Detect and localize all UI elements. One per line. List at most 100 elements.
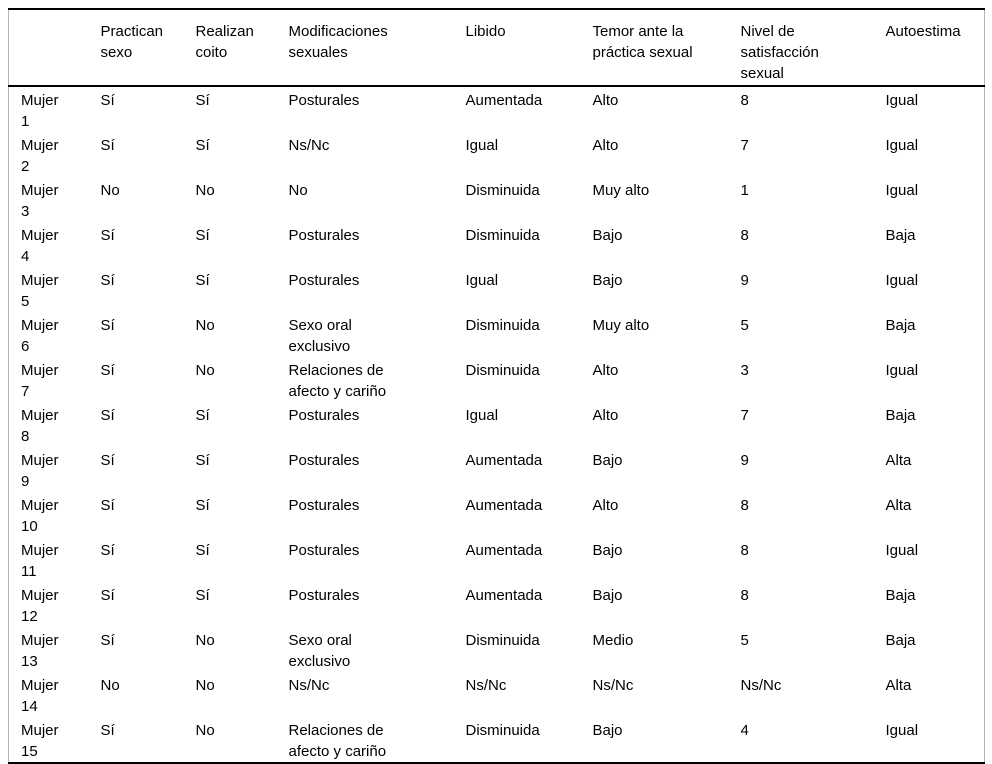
table-cell: Disminuida	[465, 722, 540, 739]
table-row: Mujer 3 No No No Disminuida Muy alto 1 Igual	[9, 177, 985, 222]
table-cell: Sí	[195, 92, 210, 109]
table-row: Mujer 10 Sí Sí Posturales Aumentada Alto 8 Alta	[9, 492, 985, 537]
table-cell: Sí	[100, 587, 115, 604]
table-cell: Aumentada	[465, 542, 543, 559]
row-label: Mujer 1	[21, 92, 59, 130]
table-cell: Alta	[885, 497, 912, 514]
table-row: Mujer 15 Sí No Relaciones de afecto y cariñ…	[9, 717, 985, 763]
table-cell: Igual	[465, 137, 499, 154]
row-label: Mujer 6	[21, 317, 59, 355]
table-cell: Bajo	[592, 452, 623, 469]
column-header-autoestima: Autoestima	[885, 9, 985, 87]
table-cell: Muy alto	[592, 182, 650, 199]
row-label: Mujer 12	[21, 587, 59, 625]
table-cell: Relaciones de afecto y cariño	[288, 722, 387, 760]
table-cell: No	[100, 182, 120, 199]
table-cell: Disminuida	[465, 182, 540, 199]
table-row: Mujer 14 No No Ns/Nc Ns/Nc Ns/Nc Ns/Nc Alta	[9, 672, 985, 717]
table-cell: Posturales	[288, 407, 360, 424]
table-cell: Posturales	[288, 452, 360, 469]
table-cell: Alto	[592, 497, 619, 514]
table-cell: Posturales	[288, 272, 360, 289]
table-cell: Muy alto	[592, 317, 650, 334]
table-cell: Aumentada	[465, 587, 543, 604]
table-cell: Sexo oral exclusivo	[288, 317, 352, 355]
table-cell: Ns/Nc	[288, 137, 330, 154]
table-cell: Sí	[100, 272, 115, 289]
table-cell: Posturales	[288, 542, 360, 559]
table-cell: 7	[740, 137, 749, 154]
column-header-row-label	[8, 9, 101, 87]
column-header-realizan-coito: Realizan coito	[195, 9, 289, 87]
table-cell: Sí	[195, 497, 210, 514]
header-row: Practican sexo Realizan coito Modificaci…	[8, 9, 985, 87]
row-label: Mujer 3	[21, 182, 59, 220]
table-cell: Disminuida	[465, 632, 540, 649]
table-cell: Sí	[195, 542, 210, 559]
table-row: Mujer 2 Sí Sí Ns/Nc Igual Alto 7 Igual	[9, 132, 985, 177]
table-cell: Sí	[100, 317, 115, 334]
table-cell: Alto	[592, 137, 619, 154]
table-row: Mujer 5 Sí Sí Posturales Igual Bajo 9 Igual	[9, 267, 985, 312]
table-cell: Bajo	[592, 587, 623, 604]
table-cell: Ns/Nc	[592, 677, 634, 694]
table-cell: Igual	[885, 362, 919, 379]
table-cell: Relaciones de afecto y cariño	[288, 362, 387, 400]
table-cell: No	[195, 722, 215, 739]
table-cell: No	[195, 362, 215, 379]
table-cell: Sí	[100, 137, 115, 154]
table-cell: Sí	[195, 587, 210, 604]
row-label: Mujer 13	[21, 632, 59, 670]
table-cell: Aumentada	[465, 497, 543, 514]
table-row: Mujer 9 Sí Sí Posturales Aumentada Bajo 9 Alta	[9, 447, 985, 492]
table-cell: Igual	[885, 182, 919, 199]
row-label: Mujer 9	[21, 452, 59, 490]
table-cell: Sexo oral exclusivo	[288, 632, 352, 670]
row-label: Mujer 2	[21, 137, 59, 175]
table-row: Mujer 12 Sí Sí Posturales Aumentada Bajo 8 Baja	[9, 582, 985, 627]
table-cell: No	[195, 182, 215, 199]
table-cell: 1	[740, 182, 749, 199]
table-cell: 8	[740, 542, 749, 559]
table-cell: Sí	[100, 497, 115, 514]
table-cell: Ns/Nc	[740, 677, 782, 694]
table-cell: Igual	[885, 542, 919, 559]
table-row: Mujer 13 Sí No Sexo oral exclusivo Disminuid…	[9, 627, 985, 672]
table-cell: 4	[740, 722, 749, 739]
table-cell: No	[100, 677, 120, 694]
table-cell: Posturales	[288, 227, 360, 244]
table-cell: Alto	[592, 407, 619, 424]
table-row: Mujer 1 Sí Sí Posturales Aumentada Alto 8 Igual	[9, 86, 985, 132]
table-cell: Igual	[885, 722, 919, 739]
table-cell: Bajo	[592, 722, 623, 739]
table-cell: Alto	[592, 92, 619, 109]
table-cell: No	[195, 677, 215, 694]
table-cell: 5	[740, 317, 749, 334]
table-cell: Bajo	[592, 227, 623, 244]
table-cell: Sí	[100, 722, 115, 739]
table-cell: Baja	[885, 317, 916, 334]
column-header-nivel-satisfaccion: Nivel de satisfacción sexual	[740, 9, 886, 87]
table-cell: Igual	[465, 272, 499, 289]
row-label: Mujer 11	[21, 542, 59, 580]
table-cell: Igual	[885, 92, 919, 109]
table-cell: Disminuida	[465, 362, 540, 379]
table-body: Mujer 1 Sí Sí Posturales Aumentada Alto 8 Igual…	[9, 86, 985, 763]
table-cell: Sí	[100, 362, 115, 379]
table-cell: Aumentada	[465, 92, 543, 109]
table-cell: Igual	[885, 272, 919, 289]
data-table: Practican sexo Realizan coito Modificaci…	[8, 8, 985, 764]
table-row: Mujer 11 Sí Sí Posturales Aumentada Bajo 8 Igua…	[9, 537, 985, 582]
row-label: Mujer 5	[21, 272, 59, 310]
table-cell: Medio	[592, 632, 634, 649]
table-cell: 8	[740, 497, 749, 514]
table-row: Mujer 7 Sí No Relaciones de afecto y cariño…	[9, 357, 985, 402]
table-cell: Alta	[885, 677, 912, 694]
row-label: Mujer 14	[21, 677, 59, 715]
table-cell: 8	[740, 587, 749, 604]
row-label: Mujer 15	[21, 722, 59, 760]
table-cell: Baja	[885, 587, 916, 604]
table-cell: Posturales	[288, 92, 360, 109]
table-cell: Baja	[885, 632, 916, 649]
